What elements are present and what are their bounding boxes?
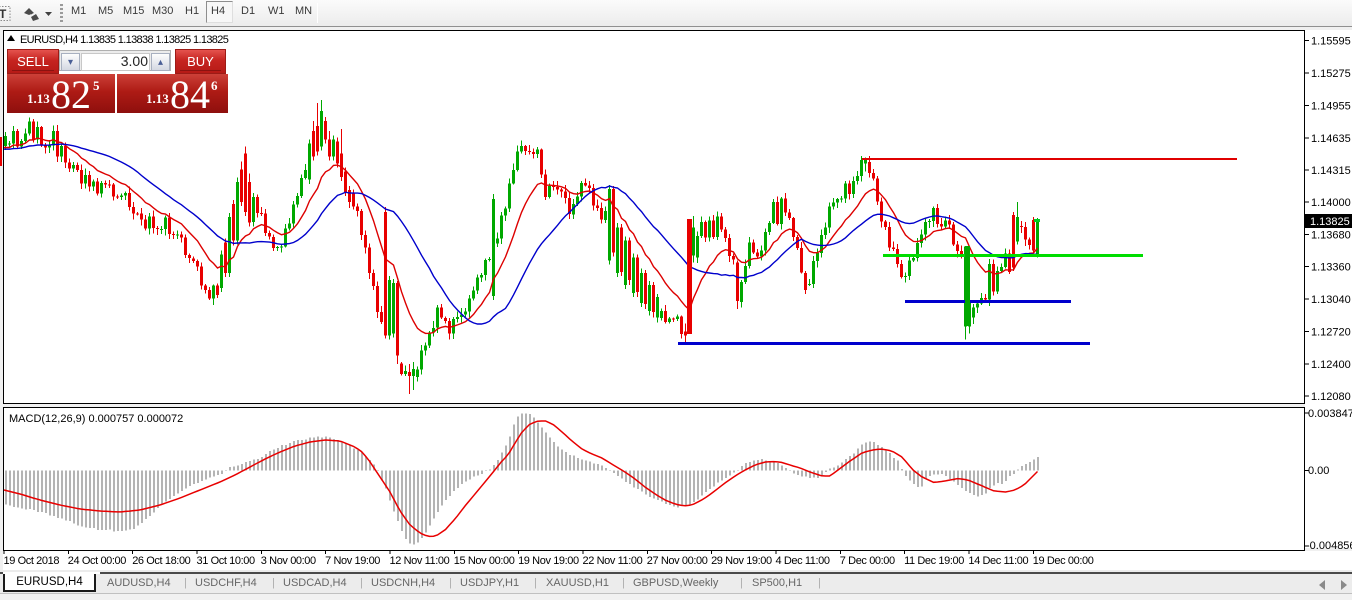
svg-text:15 Nov 00:00: 15 Nov 00:00 bbox=[454, 555, 515, 567]
svg-text:1.14315: 1.14315 bbox=[1311, 165, 1351, 177]
svg-text:19 Oct 2018: 19 Oct 2018 bbox=[4, 555, 60, 567]
svg-text:1.13825: 1.13825 bbox=[1310, 216, 1350, 228]
svg-text:11 Dec 19:00: 11 Dec 19:00 bbox=[904, 555, 964, 567]
svg-text:4 Dec 11:00: 4 Dec 11:00 bbox=[776, 555, 830, 567]
svg-text:1.14000: 1.14000 bbox=[1311, 197, 1351, 209]
svg-text:EURUSD,H4 1.13835 1.13838 1.1: EURUSD,H4 1.13835 1.13838 1.13825 1.1382… bbox=[20, 34, 229, 46]
svg-text:14 Dec 11:00: 14 Dec 11:00 bbox=[968, 555, 1028, 567]
svg-text:3 Nov 00:00: 3 Nov 00:00 bbox=[261, 555, 316, 567]
svg-text:0.00: 0.00 bbox=[1308, 465, 1329, 477]
svg-text:12 Nov 11:00: 12 Nov 11:00 bbox=[390, 555, 450, 567]
svg-text:1.12080: 1.12080 bbox=[1311, 391, 1351, 403]
svg-text:MACD(12,26,9) 0.000757 0.00007: MACD(12,26,9) 0.000757 0.000072 bbox=[9, 413, 183, 425]
svg-text:27 Nov 00:00: 27 Nov 00:00 bbox=[647, 555, 708, 567]
svg-text:26 Oct 18:00: 26 Oct 18:00 bbox=[132, 555, 190, 567]
svg-text:29 Nov 19:00: 29 Nov 19:00 bbox=[711, 555, 772, 567]
svg-text:7 Dec 00:00: 7 Dec 00:00 bbox=[840, 555, 895, 567]
svg-text:1.14635: 1.14635 bbox=[1311, 133, 1351, 145]
svg-text:1.12720: 1.12720 bbox=[1311, 326, 1351, 338]
svg-text:1.13040: 1.13040 bbox=[1311, 294, 1351, 306]
svg-text:1.15275: 1.15275 bbox=[1311, 68, 1351, 80]
svg-text:31 Oct 10:00: 31 Oct 10:00 bbox=[197, 555, 255, 567]
svg-text:19 Dec 00:00: 19 Dec 00:00 bbox=[1033, 555, 1094, 567]
svg-text:19 Nov 19:00: 19 Nov 19:00 bbox=[518, 555, 579, 567]
svg-text:1.15595: 1.15595 bbox=[1311, 36, 1351, 48]
svg-text:1.12400: 1.12400 bbox=[1311, 359, 1351, 371]
svg-text:7 Nov 19:00: 7 Nov 19:00 bbox=[325, 555, 380, 567]
svg-text:1.13360: 1.13360 bbox=[1311, 262, 1351, 274]
svg-text:0.003847: 0.003847 bbox=[1308, 408, 1352, 420]
svg-text:1.13680: 1.13680 bbox=[1311, 229, 1351, 241]
svg-text:-0.004856: -0.004856 bbox=[1306, 540, 1352, 552]
svg-text:1.14955: 1.14955 bbox=[1311, 100, 1351, 112]
svg-text:T: T bbox=[0, 7, 7, 21]
svg-text:24 Oct 00:00: 24 Oct 00:00 bbox=[68, 555, 126, 567]
svg-text:22 Nov 11:00: 22 Nov 11:00 bbox=[583, 555, 643, 567]
